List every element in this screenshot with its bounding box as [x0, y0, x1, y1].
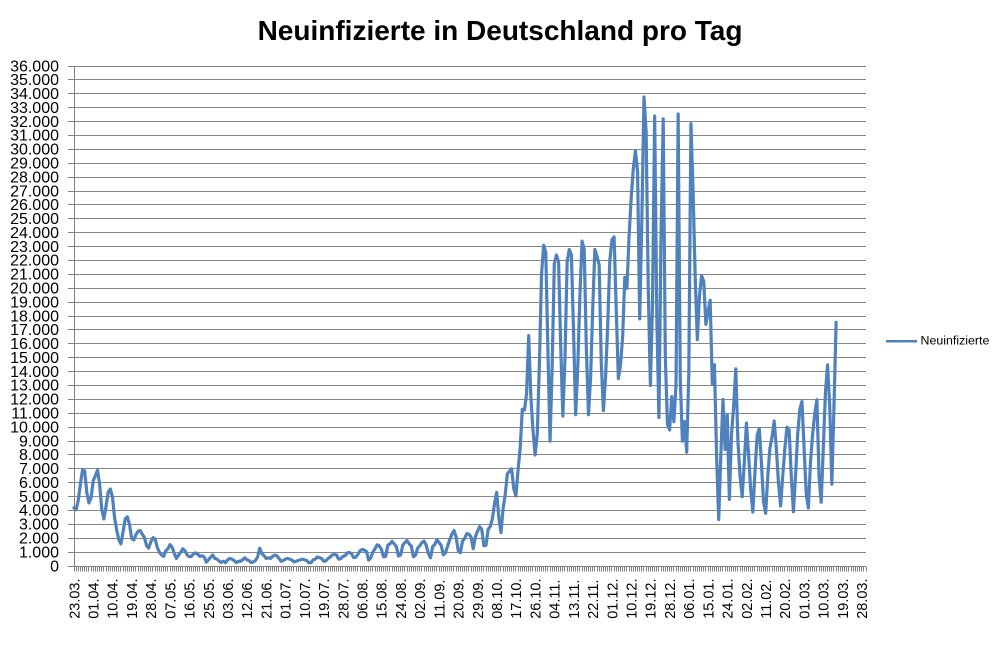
svg-text:4.000: 4.000 [19, 503, 59, 520]
svg-text:26.10.: 26.10. [528, 578, 544, 618]
svg-text:10.04.: 10.04. [106, 578, 122, 618]
svg-text:23.03.: 23.03. [67, 578, 83, 618]
svg-text:28.12.: 28.12. [663, 578, 679, 618]
svg-text:28.000: 28.000 [10, 169, 59, 186]
svg-text:35.000: 35.000 [10, 72, 59, 89]
svg-text:33.000: 33.000 [10, 100, 59, 117]
svg-text:28.07.: 28.07. [336, 578, 352, 618]
svg-text:06.08.: 06.08. [356, 578, 372, 618]
svg-text:15.08.: 15.08. [375, 578, 391, 618]
svg-text:20.000: 20.000 [10, 281, 59, 298]
svg-text:14.000: 14.000 [10, 364, 59, 381]
svg-text:Neuinfizierte: Neuinfizierte [921, 334, 990, 348]
svg-text:22.11.: 22.11. [586, 580, 602, 619]
svg-text:24.01.: 24.01. [721, 578, 737, 618]
svg-text:16.000: 16.000 [10, 336, 59, 353]
svg-text:28.03.: 28.03. [855, 578, 871, 618]
svg-text:16.05.: 16.05. [183, 578, 199, 618]
svg-text:0: 0 [50, 558, 59, 575]
svg-text:01.07.: 01.07. [279, 578, 295, 618]
svg-text:10.07.: 10.07. [298, 578, 314, 618]
svg-text:3.000: 3.000 [19, 517, 59, 534]
svg-text:13.11.: 13.11. [567, 580, 583, 619]
svg-text:15.01.: 15.01. [701, 578, 717, 618]
svg-text:12.06.: 12.06. [240, 578, 256, 618]
svg-text:11.000: 11.000 [11, 406, 59, 423]
svg-text:19.12.: 19.12. [644, 578, 660, 618]
svg-text:Neuinfizierte in Deutschland p: Neuinfizierte in Deutschland pro Tag [258, 15, 743, 46]
svg-text:21.06.: 21.06. [259, 578, 275, 618]
svg-text:19.07.: 19.07. [317, 578, 333, 618]
svg-text:06.01.: 06.01. [682, 578, 698, 618]
svg-text:8.000: 8.000 [19, 447, 59, 464]
svg-text:17.10.: 17.10. [509, 578, 525, 618]
svg-text:26.000: 26.000 [10, 197, 59, 214]
svg-text:27.000: 27.000 [10, 183, 59, 200]
svg-text:21.000: 21.000 [10, 267, 59, 284]
svg-text:22.000: 22.000 [10, 253, 59, 270]
svg-text:5.000: 5.000 [19, 489, 59, 506]
svg-text:25.000: 25.000 [10, 211, 59, 228]
svg-text:10.12.: 10.12. [625, 578, 641, 618]
svg-text:24.08.: 24.08. [394, 578, 410, 618]
svg-text:02.02.: 02.02. [740, 578, 756, 618]
svg-text:29.09.: 29.09. [471, 578, 487, 618]
svg-text:08.10.: 08.10. [490, 578, 506, 618]
svg-text:10.03.: 10.03. [817, 578, 833, 618]
svg-text:18.000: 18.000 [10, 308, 59, 325]
svg-text:19.04.: 19.04. [125, 578, 141, 618]
svg-text:04.11.: 04.11. [548, 580, 564, 619]
svg-text:36.000: 36.000 [10, 58, 59, 75]
svg-text:31.000: 31.000 [10, 128, 59, 145]
svg-text:9.000: 9.000 [19, 433, 59, 450]
svg-text:13.000: 13.000 [10, 378, 59, 395]
svg-text:11.09.: 11.09. [432, 580, 448, 619]
svg-text:01.03.: 01.03. [797, 578, 813, 618]
svg-text:19.03.: 19.03. [836, 578, 852, 618]
svg-text:30.000: 30.000 [10, 142, 59, 159]
svg-text:17.000: 17.000 [10, 322, 59, 339]
svg-text:20.09.: 20.09. [452, 578, 468, 618]
svg-text:20.02.: 20.02. [778, 578, 794, 618]
svg-text:10.000: 10.000 [10, 419, 59, 436]
svg-text:24.000: 24.000 [10, 225, 59, 242]
svg-text:01.04.: 01.04. [87, 578, 103, 618]
svg-text:19.000: 19.000 [10, 294, 59, 311]
svg-text:34.000: 34.000 [10, 86, 59, 103]
svg-text:29.000: 29.000 [10, 156, 59, 173]
svg-text:28.04.: 28.04. [144, 578, 160, 618]
svg-text:25.05.: 25.05. [202, 578, 218, 618]
svg-text:7.000: 7.000 [19, 461, 59, 478]
svg-text:07.05.: 07.05. [163, 578, 179, 618]
svg-text:15.000: 15.000 [10, 350, 59, 367]
svg-text:6.000: 6.000 [19, 475, 59, 492]
svg-text:2.000: 2.000 [19, 531, 59, 548]
svg-text:12.000: 12.000 [10, 392, 59, 409]
svg-text:02.09.: 02.09. [413, 578, 429, 618]
svg-text:01.12.: 01.12. [605, 578, 621, 618]
svg-text:03.06.: 03.06. [221, 578, 237, 618]
svg-text:11.02.: 11.02. [759, 580, 775, 619]
svg-text:32.000: 32.000 [10, 114, 59, 131]
svg-text:1.000: 1.000 [19, 544, 59, 561]
svg-text:23.000: 23.000 [10, 239, 59, 256]
